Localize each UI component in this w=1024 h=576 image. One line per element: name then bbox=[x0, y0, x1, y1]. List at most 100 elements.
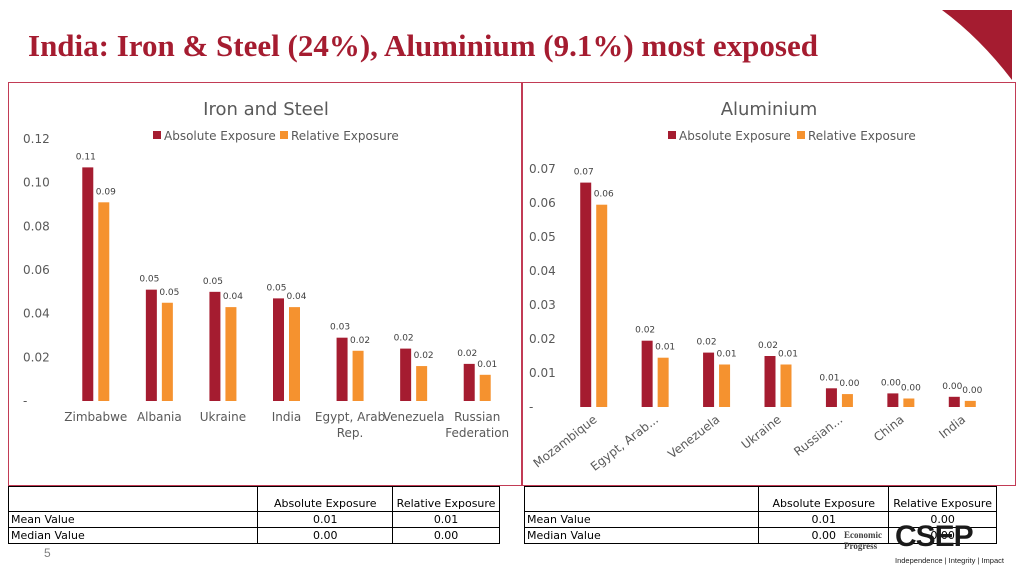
csep-logo: Economic Progress CSEP Independence | In… bbox=[840, 518, 1020, 574]
logo-wordmark: Economic Progress bbox=[844, 530, 882, 551]
data-label: 0.05 bbox=[159, 288, 179, 298]
data-label: 0.00 bbox=[881, 378, 901, 388]
category-label: Zimbabwe bbox=[64, 410, 127, 424]
data-label: 0.07 bbox=[574, 168, 594, 178]
data-label: 0.05 bbox=[139, 275, 159, 285]
table-header-row: Absolute Exposure Relative Exposure bbox=[523, 486, 997, 512]
data-label: 0.09 bbox=[96, 187, 116, 197]
data-label: 0.00 bbox=[901, 384, 921, 394]
chart-title: Iron and Steel bbox=[203, 99, 329, 120]
category-label: Federation bbox=[445, 426, 509, 440]
y-tick-label: 0.05 bbox=[529, 230, 556, 244]
relative-bar bbox=[289, 307, 300, 401]
data-label: 0.02 bbox=[350, 336, 370, 346]
absolute-bar bbox=[948, 396, 960, 407]
legend-swatch-absolute bbox=[668, 131, 676, 139]
y-tick-label: 0.04 bbox=[529, 264, 556, 278]
table-header-cell bbox=[523, 486, 760, 512]
absolute-bar bbox=[580, 182, 592, 407]
data-label: 0.00 bbox=[962, 386, 982, 396]
data-label: 0.05 bbox=[266, 283, 286, 293]
y-tick-label: 0.06 bbox=[23, 263, 50, 277]
table-header-cell: Absolute Exposure bbox=[758, 486, 890, 512]
row-label: Median Value bbox=[7, 527, 259, 544]
y-tick-label: 0.02 bbox=[529, 332, 556, 346]
data-label: 0.02 bbox=[697, 338, 717, 348]
category-label: Russian bbox=[454, 410, 500, 424]
y-tick-label: 0.10 bbox=[23, 176, 50, 190]
category-label: Egypt, Arab bbox=[315, 410, 385, 424]
page-number: 5 bbox=[44, 546, 51, 560]
relative-bar bbox=[98, 202, 110, 401]
category-label: Rep. bbox=[337, 426, 364, 440]
relative-bar bbox=[416, 366, 428, 401]
iron-steel-stats-table: Absolute Exposure Relative Exposure Mean… bbox=[7, 486, 500, 544]
relative-bar bbox=[479, 374, 491, 401]
y-tick-label: 0.06 bbox=[529, 196, 556, 210]
slide-title: India: Iron & Steel (24%), Aluminium (9.… bbox=[28, 28, 818, 63]
table-row: Median Value 0.00 0.00 bbox=[523, 527, 997, 544]
category-label: Russian... bbox=[791, 412, 845, 459]
relative-bar bbox=[780, 364, 792, 407]
legend-swatch-relative bbox=[280, 131, 288, 139]
y-tick-label: 0.04 bbox=[23, 307, 50, 321]
data-label: 0.06 bbox=[594, 190, 614, 200]
y-tick-label: 0.07 bbox=[529, 162, 556, 176]
data-label: 0.00 bbox=[942, 382, 962, 392]
relative-bar bbox=[964, 400, 976, 407]
iron-steel-chart: Iron and Steel Absolute Exposure Relative … bbox=[23, 99, 509, 440]
y-tick-label: 0.12 bbox=[23, 132, 50, 146]
relative-bar bbox=[161, 302, 173, 401]
data-label: 0.01 bbox=[778, 350, 798, 360]
absolute-bar bbox=[273, 298, 284, 401]
chart-title: Aluminium bbox=[721, 99, 818, 120]
absolute-value: 0.00 bbox=[758, 527, 890, 544]
table-row: Median Value 0.00 0.00 bbox=[7, 527, 500, 544]
aluminium-stats-table: Absolute Exposure Relative Exposure Mean… bbox=[523, 486, 997, 544]
data-label: 0.01 bbox=[477, 360, 497, 370]
data-label: 0.02 bbox=[394, 334, 414, 344]
relative-bar bbox=[352, 350, 364, 401]
row-label: Mean Value bbox=[7, 511, 259, 528]
table-row: Mean Value 0.01 0.01 bbox=[7, 511, 500, 528]
relative-bar bbox=[841, 394, 853, 407]
y-tick-label: 0.08 bbox=[23, 219, 50, 233]
legend-label: Relative Exposure bbox=[808, 129, 916, 143]
data-label: 0.11 bbox=[76, 152, 96, 162]
data-label: 0.03 bbox=[330, 323, 350, 333]
category-label: Egypt, Arab... bbox=[588, 412, 661, 473]
data-label: 0.01 bbox=[819, 373, 839, 383]
legend-label: Absolute Exposure bbox=[679, 129, 791, 143]
category-label: India bbox=[936, 412, 968, 441]
relative-value: 0.00 bbox=[392, 527, 500, 544]
table-row: Mean Value 0.01 0.00 bbox=[523, 511, 997, 528]
data-label: 0.00 bbox=[839, 379, 859, 389]
absolute-bar bbox=[400, 348, 412, 401]
data-label: 0.02 bbox=[758, 341, 778, 351]
data-label: 0.02 bbox=[414, 351, 434, 361]
absolute-bar bbox=[825, 388, 837, 407]
table-header-row: Absolute Exposure Relative Exposure bbox=[7, 486, 500, 512]
legend-label: Relative Exposure bbox=[291, 129, 399, 143]
aluminium-chart-panel: Aluminium Absolute Exposure Relative Expos… bbox=[522, 82, 1016, 486]
relative-bar bbox=[719, 364, 731, 407]
absolute-bar bbox=[209, 291, 221, 401]
logo-mark: CSEP bbox=[895, 520, 974, 553]
y-tick-label: - bbox=[529, 400, 533, 414]
y-tick-label: 0.02 bbox=[23, 350, 50, 364]
absolute-bar bbox=[887, 393, 899, 407]
data-label: 0.02 bbox=[457, 349, 477, 359]
absolute-bar bbox=[641, 340, 653, 407]
category-label: Albania bbox=[137, 410, 182, 424]
absolute-bar bbox=[82, 167, 94, 401]
data-label: 0.01 bbox=[655, 343, 675, 353]
absolute-value: 0.01 bbox=[257, 511, 394, 528]
absolute-bar bbox=[764, 356, 776, 407]
category-label: Venezuela bbox=[383, 410, 445, 424]
aluminium-chart: Aluminium Absolute Exposure Relative Expos… bbox=[529, 99, 983, 474]
category-label: India bbox=[272, 410, 301, 424]
category-label: Venezuela bbox=[665, 412, 722, 461]
category-label: China bbox=[871, 412, 907, 444]
data-label: 0.04 bbox=[223, 292, 243, 302]
absolute-value: 0.00 bbox=[257, 527, 394, 544]
